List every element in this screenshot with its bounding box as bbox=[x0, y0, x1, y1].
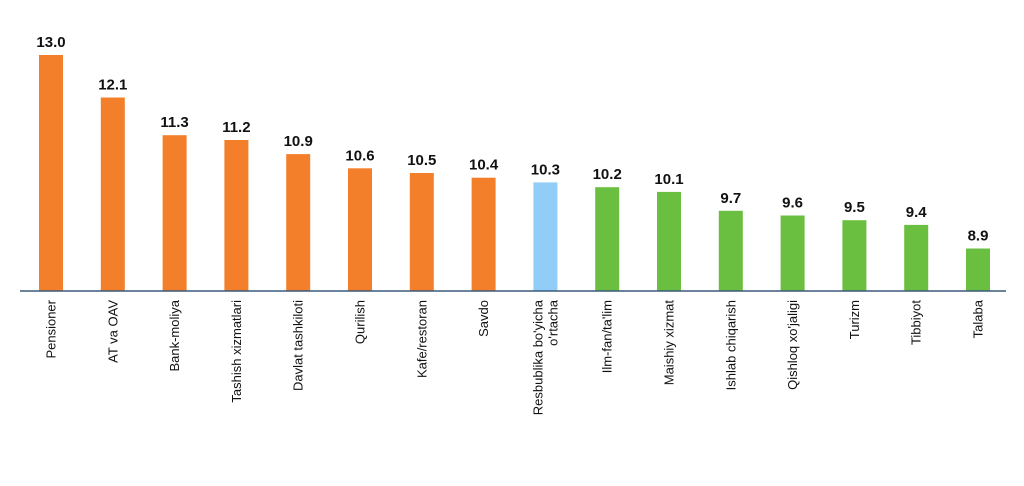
category-label: Bank-moliya bbox=[167, 299, 182, 371]
data-label: 9.5 bbox=[844, 199, 865, 216]
category-label: AT va OAV bbox=[105, 300, 120, 363]
data-label: 10.2 bbox=[593, 166, 622, 183]
data-label: 12.1 bbox=[98, 77, 127, 94]
category-label-line: Davlat tashkiloti bbox=[291, 300, 306, 391]
category-label: Ilm-fan/ta'lim bbox=[600, 300, 615, 373]
bar bbox=[409, 173, 434, 291]
category-label-line: o'rtacha bbox=[545, 299, 560, 346]
value-labels-group: 13.0 12.1 11.3 11.2 10.9 10.6 10.5 10.4 10.3 10.2… bbox=[36, 34, 988, 245]
category-label: Talaba bbox=[971, 299, 986, 338]
category-label-line: AT va OAV bbox=[105, 300, 120, 363]
data-label: 9.6 bbox=[782, 195, 803, 212]
category-label-line: Qishloq xo'jaligi bbox=[785, 300, 800, 390]
category-label: Qurilish bbox=[353, 300, 368, 344]
data-label: 11.2 bbox=[222, 119, 250, 136]
data-label: 10.5 bbox=[407, 152, 436, 169]
bar bbox=[471, 177, 496, 291]
category-label: Pensioner bbox=[44, 299, 59, 358]
bars-group bbox=[39, 55, 990, 291]
bar bbox=[286, 154, 311, 291]
bar bbox=[348, 168, 372, 291]
category-label-line: Tashish xizmatlari bbox=[229, 300, 244, 403]
category-label: Savdo bbox=[476, 300, 491, 337]
bar bbox=[780, 215, 805, 291]
category-label-line: Maishiy xizmat bbox=[662, 300, 677, 386]
data-label: 10.4 bbox=[469, 157, 499, 174]
bar bbox=[533, 182, 558, 291]
category-label-line: Talaba bbox=[971, 299, 986, 338]
category-label: Davlat tashkiloti bbox=[291, 300, 306, 391]
data-label: 10.1 bbox=[654, 171, 683, 188]
bar bbox=[718, 210, 743, 291]
bar bbox=[966, 248, 990, 291]
category-label: Tibbiyot bbox=[909, 300, 924, 345]
category-label: Tashish xizmatlari bbox=[229, 300, 244, 403]
bar bbox=[162, 135, 187, 291]
bar bbox=[657, 191, 681, 291]
data-label: 9.4 bbox=[906, 204, 928, 221]
category-labels-group: Pensioner AT va OAV Bank-moliya Tashish xiz… bbox=[44, 299, 986, 415]
category-label: Turizm bbox=[847, 300, 862, 339]
bar bbox=[904, 224, 929, 291]
category-label-line: Pensioner bbox=[44, 299, 59, 358]
bar bbox=[39, 55, 63, 291]
category-label-line: Ishlab chiqarish bbox=[723, 300, 738, 390]
category-label-line: Qurilish bbox=[353, 300, 368, 344]
bar bbox=[224, 140, 249, 291]
category-label-line: Savdo bbox=[476, 300, 491, 337]
category-label: Maishiy xizmat bbox=[662, 300, 677, 386]
category-label: Ishlab chiqarish bbox=[723, 300, 738, 390]
data-label: 10.9 bbox=[284, 133, 313, 150]
data-label: 10.3 bbox=[531, 161, 560, 178]
data-label: 13.0 bbox=[36, 34, 65, 51]
category-label-line: Bank-moliya bbox=[167, 299, 182, 371]
category-label-line: Tibbiyot bbox=[909, 300, 924, 345]
data-label: 8.9 bbox=[968, 228, 989, 245]
category-label-line: Resbublika bo'yicha bbox=[530, 299, 545, 415]
category-label-line: Ilm-fan/ta'lim bbox=[600, 300, 615, 373]
category-label-line: Turizm bbox=[847, 300, 862, 339]
bar bbox=[595, 187, 620, 291]
category-label: Qishloq xo'jaligi bbox=[785, 300, 800, 390]
category-label: Resbublika bo'yichao'rtacha bbox=[530, 299, 560, 415]
data-label: 10.6 bbox=[345, 147, 374, 164]
category-label-line: Kafe/restoran bbox=[414, 300, 429, 378]
bar bbox=[100, 97, 125, 291]
category-label: Kafe/restoran bbox=[414, 300, 429, 378]
data-label: 11.3 bbox=[160, 114, 188, 131]
bar bbox=[842, 220, 867, 291]
data-label: 9.7 bbox=[720, 190, 741, 207]
